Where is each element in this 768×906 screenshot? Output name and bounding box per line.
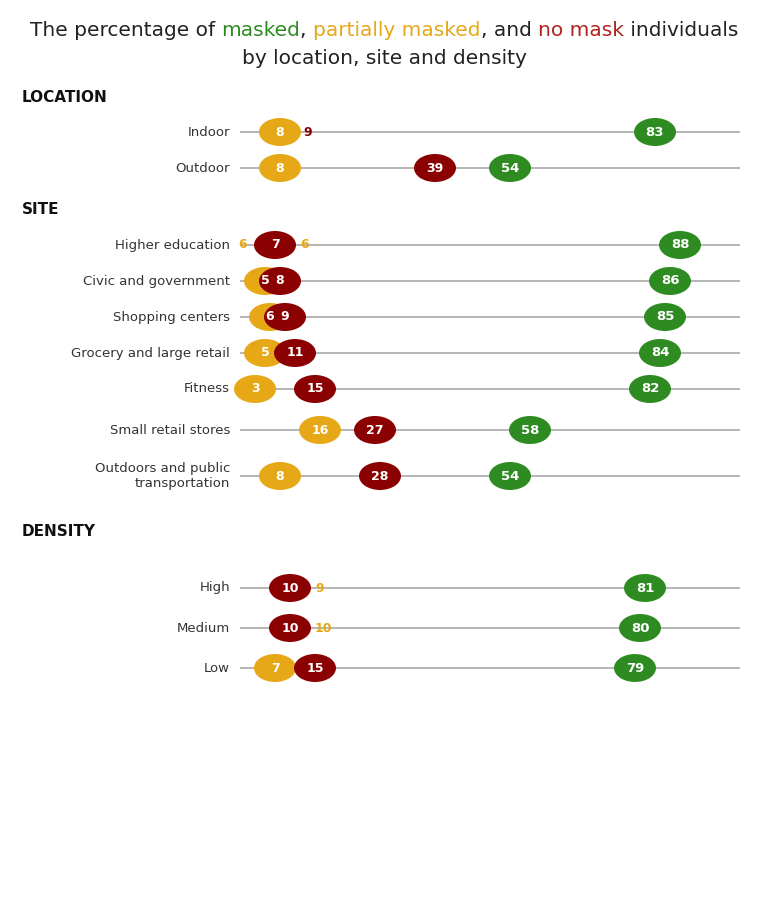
Text: LOCATION: LOCATION xyxy=(22,91,108,105)
Ellipse shape xyxy=(489,462,531,490)
Text: Shopping centers: Shopping centers xyxy=(113,311,230,323)
Text: 15: 15 xyxy=(306,382,324,396)
Text: Grocery and large retail: Grocery and large retail xyxy=(71,346,230,360)
Text: 10: 10 xyxy=(281,622,299,634)
Ellipse shape xyxy=(639,339,681,367)
Text: 16: 16 xyxy=(311,423,329,437)
Ellipse shape xyxy=(509,416,551,444)
Text: 5: 5 xyxy=(260,275,270,287)
Ellipse shape xyxy=(414,154,456,182)
Text: 88: 88 xyxy=(670,238,689,252)
Ellipse shape xyxy=(259,154,301,182)
Text: 27: 27 xyxy=(366,423,384,437)
Text: by location, site and density: by location, site and density xyxy=(242,49,526,68)
Ellipse shape xyxy=(614,654,656,682)
Text: Indoor: Indoor xyxy=(187,126,230,139)
Ellipse shape xyxy=(354,416,396,444)
Ellipse shape xyxy=(264,303,306,331)
Text: SITE: SITE xyxy=(22,201,59,217)
Text: 81: 81 xyxy=(636,582,654,594)
Text: 6: 6 xyxy=(266,311,274,323)
Ellipse shape xyxy=(294,375,336,403)
Ellipse shape xyxy=(294,654,336,682)
Ellipse shape xyxy=(234,375,276,403)
Text: 80: 80 xyxy=(631,622,649,634)
Text: Outdoor: Outdoor xyxy=(176,161,230,175)
Ellipse shape xyxy=(259,267,301,295)
Ellipse shape xyxy=(489,154,531,182)
Text: individuals: individuals xyxy=(624,22,738,41)
Ellipse shape xyxy=(619,614,661,642)
Text: 8: 8 xyxy=(276,469,284,483)
Text: Small retail stores: Small retail stores xyxy=(110,423,230,437)
Text: 79: 79 xyxy=(626,661,644,674)
Ellipse shape xyxy=(659,231,701,259)
Text: no mask: no mask xyxy=(538,22,624,41)
Text: 28: 28 xyxy=(371,469,389,483)
Text: 58: 58 xyxy=(521,423,539,437)
Ellipse shape xyxy=(299,416,341,444)
Text: 6: 6 xyxy=(238,238,247,252)
Text: 54: 54 xyxy=(501,469,519,483)
Text: 7: 7 xyxy=(270,661,280,674)
Text: Higher education: Higher education xyxy=(115,238,230,252)
Ellipse shape xyxy=(629,375,671,403)
Ellipse shape xyxy=(249,303,291,331)
Ellipse shape xyxy=(254,231,296,259)
Text: ,: , xyxy=(300,22,313,41)
Text: The percentage of: The percentage of xyxy=(30,22,221,41)
Text: 54: 54 xyxy=(501,161,519,175)
Ellipse shape xyxy=(359,462,401,490)
Text: Medium: Medium xyxy=(177,622,230,634)
Text: 15: 15 xyxy=(306,661,324,674)
Ellipse shape xyxy=(254,654,296,682)
Text: DENSITY: DENSITY xyxy=(22,524,96,538)
Text: 8: 8 xyxy=(276,275,284,287)
Text: 39: 39 xyxy=(426,161,444,175)
Text: 11: 11 xyxy=(286,346,304,360)
Text: 10: 10 xyxy=(315,622,333,634)
Text: 84: 84 xyxy=(650,346,669,360)
Text: 8: 8 xyxy=(276,126,284,139)
Ellipse shape xyxy=(259,118,301,146)
Text: 6: 6 xyxy=(300,238,309,252)
Text: Outdoors and public
transportation: Outdoors and public transportation xyxy=(94,462,230,490)
Ellipse shape xyxy=(649,267,691,295)
Text: partially masked: partially masked xyxy=(313,22,481,41)
Text: , and: , and xyxy=(481,22,538,41)
Text: Civic and government: Civic and government xyxy=(83,275,230,287)
Text: 83: 83 xyxy=(646,126,664,139)
Ellipse shape xyxy=(259,462,301,490)
Ellipse shape xyxy=(244,339,286,367)
Text: High: High xyxy=(200,582,230,594)
Ellipse shape xyxy=(274,339,316,367)
Text: 8: 8 xyxy=(276,161,284,175)
Text: 10: 10 xyxy=(281,582,299,594)
Text: 7: 7 xyxy=(270,238,280,252)
Ellipse shape xyxy=(269,614,311,642)
Ellipse shape xyxy=(244,267,286,295)
Text: 9: 9 xyxy=(315,582,323,594)
Text: 5: 5 xyxy=(260,346,270,360)
Text: Fitness: Fitness xyxy=(184,382,230,396)
Text: 82: 82 xyxy=(641,382,659,396)
Text: Low: Low xyxy=(204,661,230,674)
Text: 9: 9 xyxy=(303,126,312,139)
Ellipse shape xyxy=(644,303,686,331)
Text: 86: 86 xyxy=(660,275,679,287)
Ellipse shape xyxy=(269,574,311,602)
Text: 9: 9 xyxy=(280,311,290,323)
Ellipse shape xyxy=(634,118,676,146)
Text: masked: masked xyxy=(221,22,300,41)
Ellipse shape xyxy=(624,574,666,602)
Text: 85: 85 xyxy=(656,311,674,323)
Text: 3: 3 xyxy=(250,382,260,396)
